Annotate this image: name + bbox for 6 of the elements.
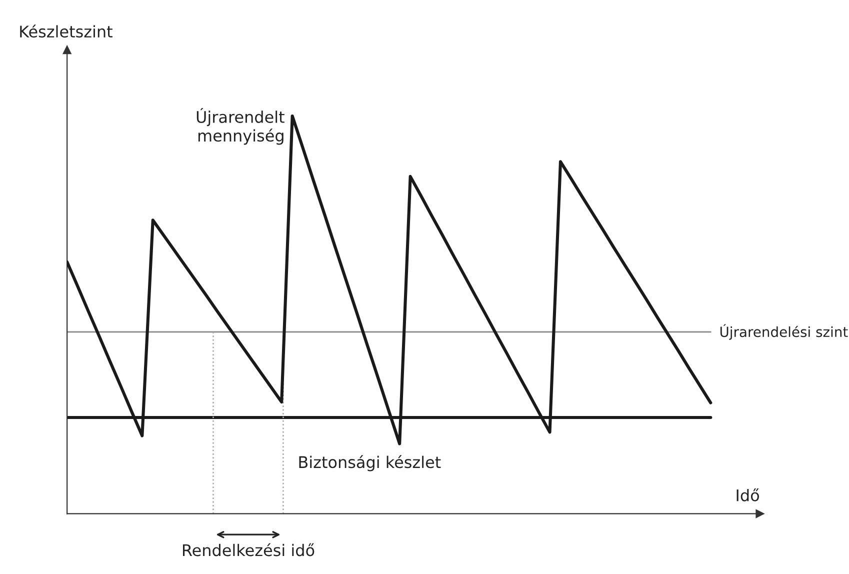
text: Biztonsági készlet [299, 455, 441, 472]
series-label: Újrarendelési szint [720, 324, 848, 340]
text: Rendelkezési idő [182, 543, 314, 556]
annotation: Újrarendelt mennyiség [196, 108, 284, 145]
y-axis-title: Készletszint [20, 24, 112, 38]
x-axis-title: Idő [736, 488, 759, 502]
